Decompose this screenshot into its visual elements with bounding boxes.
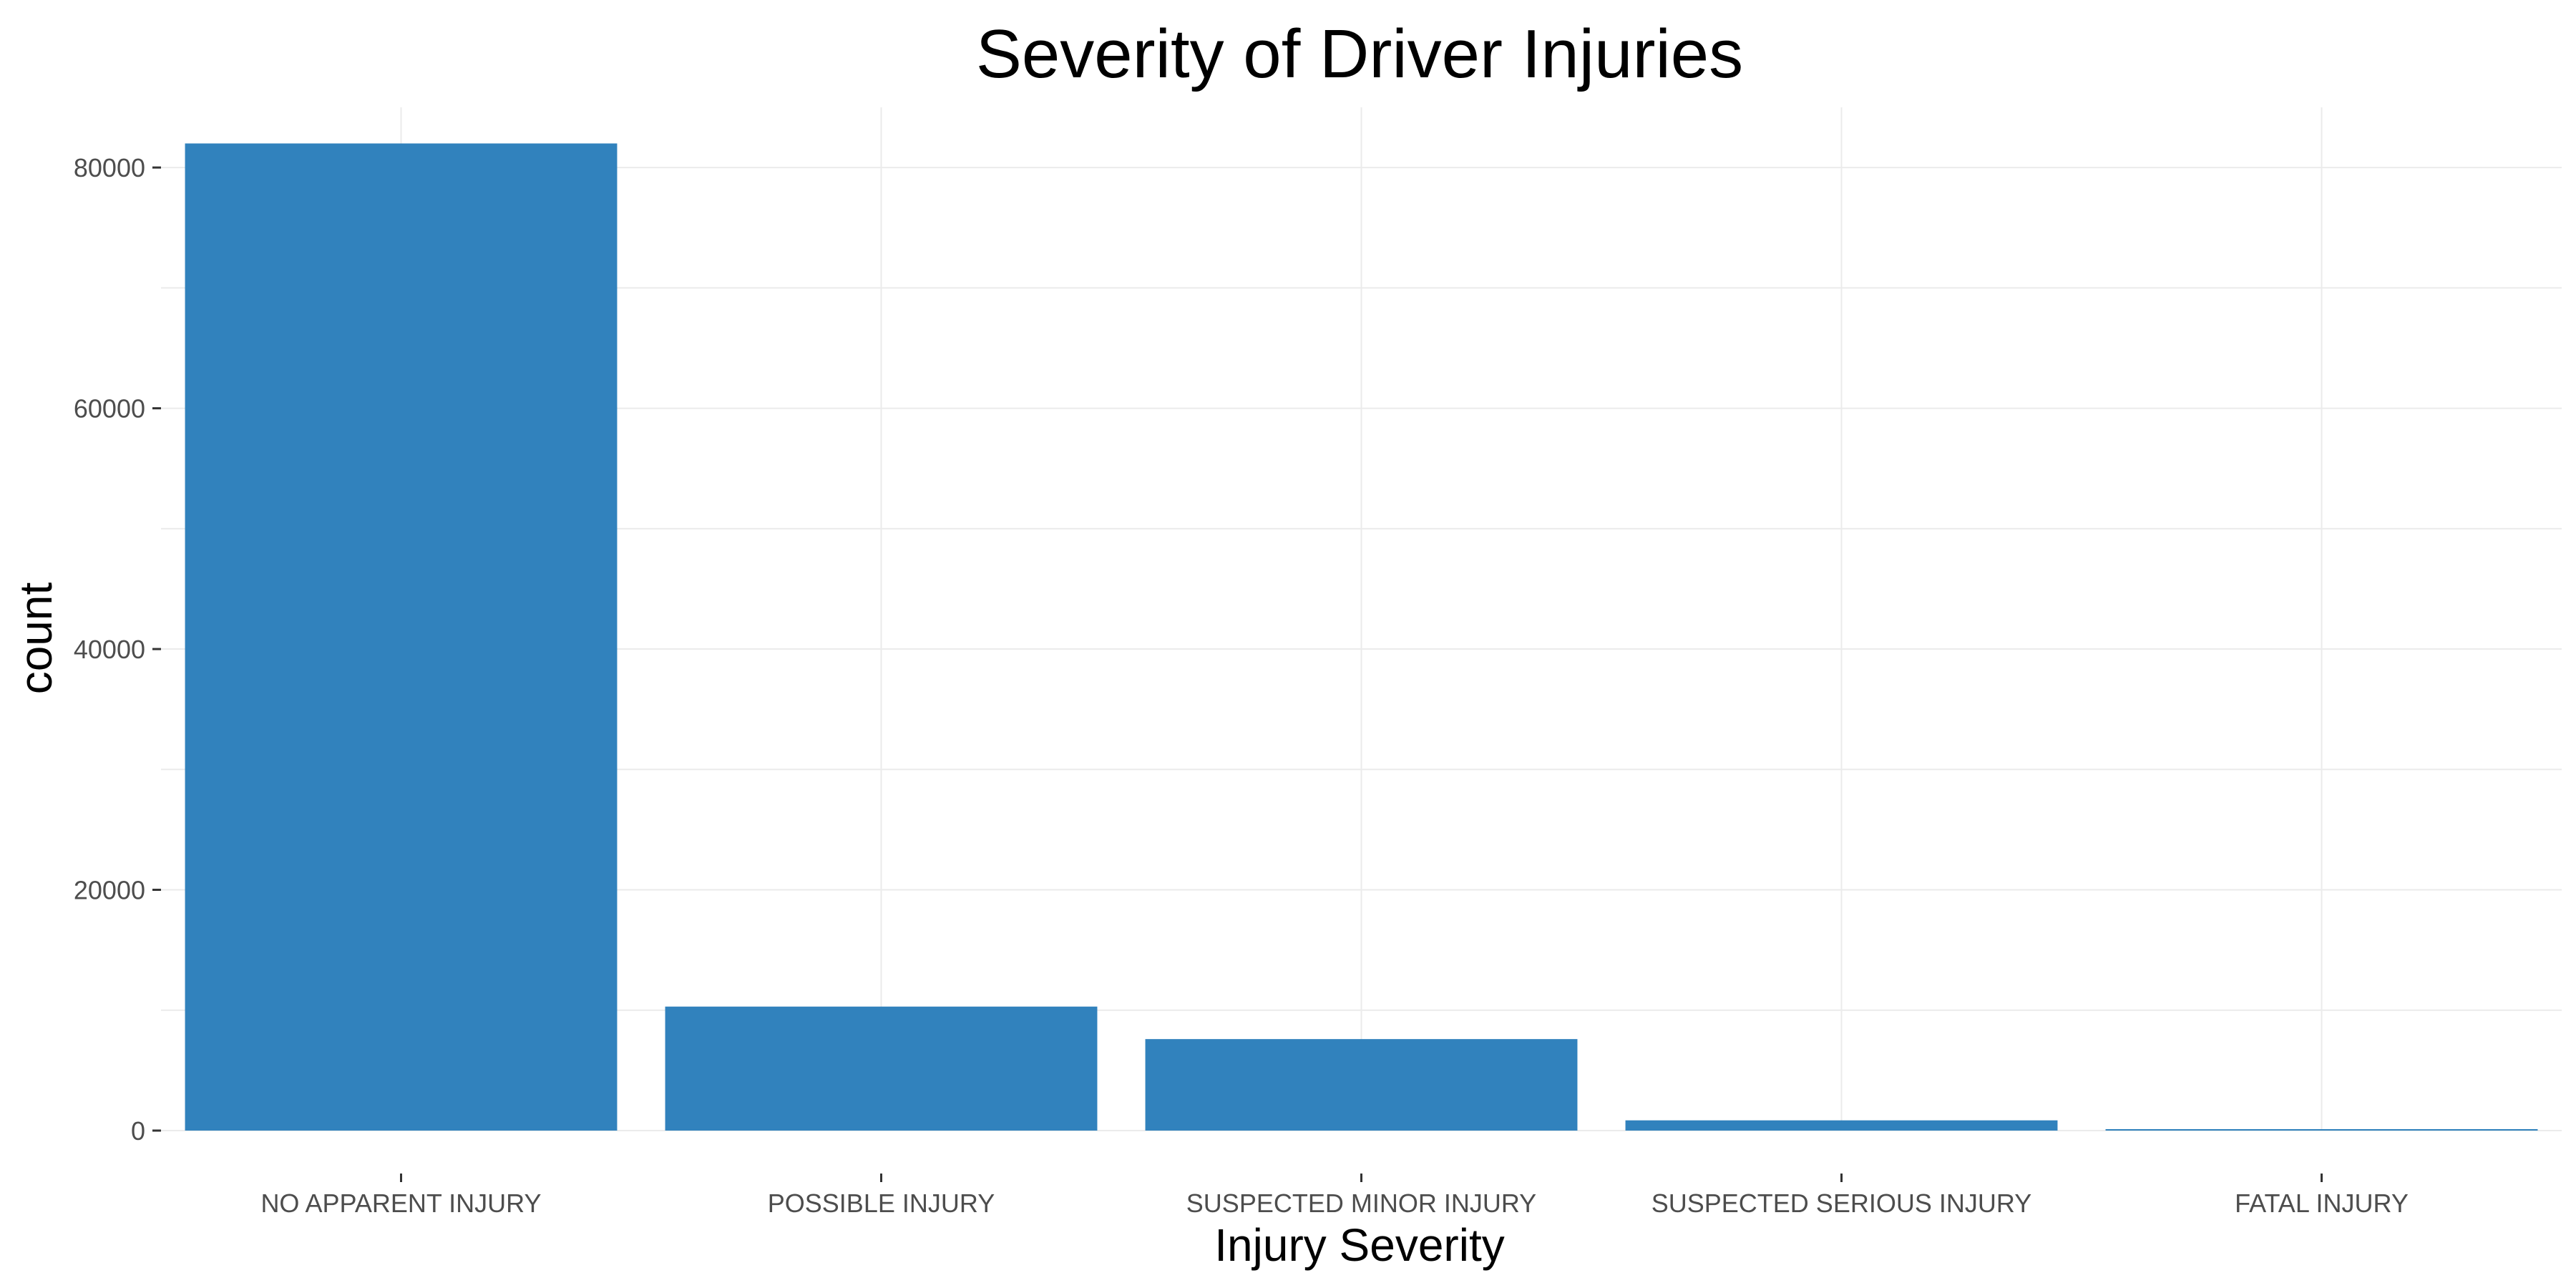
bar-suspected-minor-injury	[1145, 1039, 1578, 1131]
x-tick-label: FATAL INJURY	[2235, 1189, 2409, 1218]
bar-fatal-injury	[2105, 1128, 2538, 1131]
x-tick-label: SUSPECTED MINOR INJURY	[1186, 1189, 1536, 1218]
x-axis: NO APPARENT INJURY POSSIBLE INJURY SUSPECT…	[260, 1174, 2409, 1218]
y-tick-label: 20000	[74, 876, 145, 905]
chart-title: Severity of Driver Injuries	[976, 16, 1743, 92]
x-tick-label: SUSPECTED SERIOUS INJURY	[1652, 1189, 2031, 1218]
y-tick-label: 40000	[74, 635, 145, 664]
y-tick-label: 0	[131, 1116, 145, 1146]
y-axis: 0 20000 40000 60000 80000	[74, 153, 161, 1146]
x-tick-label: POSSIBLE INJURY	[768, 1189, 995, 1218]
y-tick-label: 60000	[74, 394, 145, 424]
y-axis-title: count	[10, 582, 62, 695]
bar-possible-injury	[665, 1006, 1098, 1131]
x-tick-label: NO APPARENT INJURY	[260, 1189, 541, 1218]
bar-suspected-serious-injury	[1625, 1120, 2058, 1131]
bars	[185, 143, 2538, 1131]
y-tick-label: 80000	[74, 153, 145, 182]
bar-no-apparent-injury	[185, 143, 618, 1131]
x-axis-title: Injury Severity	[1214, 1219, 1504, 1271]
